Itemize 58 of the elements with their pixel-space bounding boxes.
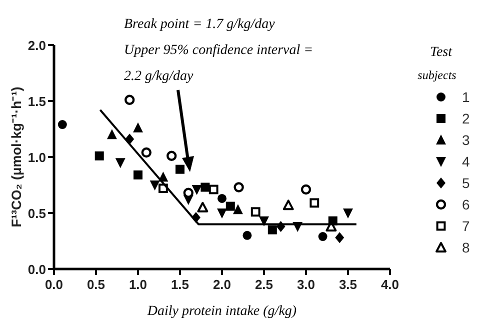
legend-label: 3 [462, 132, 470, 148]
point [282, 200, 294, 210]
legend-label: 4 [462, 154, 470, 170]
point [150, 180, 160, 190]
legend-label: 6 [462, 196, 470, 212]
y-tick-label: 0.5 [28, 206, 46, 221]
annotation: Upper 95% confidence interval = [124, 43, 314, 58]
text: Break point = 1.7 g/kg/day [124, 17, 276, 32]
y-tick-label: 1.0 [28, 150, 46, 165]
point [242, 230, 252, 240]
point [335, 232, 344, 244]
point [218, 194, 226, 203]
x-tick-label: 3.0 [296, 277, 316, 292]
annotation: 2.2 g/kg/day [124, 69, 194, 84]
legend-label: 5 [462, 175, 470, 191]
y-tick-label: 1.5 [28, 94, 46, 109]
point [133, 122, 143, 132]
point [94, 151, 104, 160]
point [318, 232, 328, 242]
point [200, 182, 210, 192]
point [176, 164, 184, 174]
x-tick-label: 1.0 [128, 277, 148, 292]
x-axis-title: Daily protein intake (g/kg) [146, 304, 297, 319]
x-tick-label: 0.0 [44, 277, 64, 292]
point [141, 147, 152, 158]
point [124, 94, 135, 105]
point [259, 216, 269, 226]
x-tick-label: 2.0 [212, 277, 232, 292]
point [234, 182, 244, 192]
point [197, 202, 208, 212]
x-tick-label: 4.0 [380, 277, 400, 292]
point [217, 208, 227, 218]
legend-label: 8 [462, 240, 470, 256]
y-axis-title: F¹³CO₂ (μmol·kg⁻¹·h⁻¹) [9, 86, 24, 228]
y-tick-label: 0.0 [28, 262, 46, 277]
x-tick-label: 1.5 [170, 277, 190, 292]
point [166, 150, 177, 161]
point [226, 202, 235, 211]
point [343, 208, 353, 218]
point [300, 184, 312, 195]
point [268, 225, 277, 234]
point [106, 129, 117, 140]
point [58, 120, 67, 130]
legend-label: 2 [462, 110, 470, 126]
point [232, 204, 243, 214]
point [115, 158, 126, 168]
y-tick-label: 2.0 [28, 38, 46, 53]
point [310, 198, 320, 208]
point [192, 184, 202, 195]
x-tick-label: 2.5 [254, 277, 274, 292]
point [208, 184, 218, 194]
legend-title: Test subjects [418, 45, 457, 82]
legend-label: 7 [462, 218, 470, 234]
legend-label: 1 [462, 89, 470, 105]
point [134, 170, 142, 180]
point [250, 207, 260, 217]
x-tick-label: 3.5 [338, 277, 358, 292]
x-tick-label: 0.5 [86, 277, 106, 292]
